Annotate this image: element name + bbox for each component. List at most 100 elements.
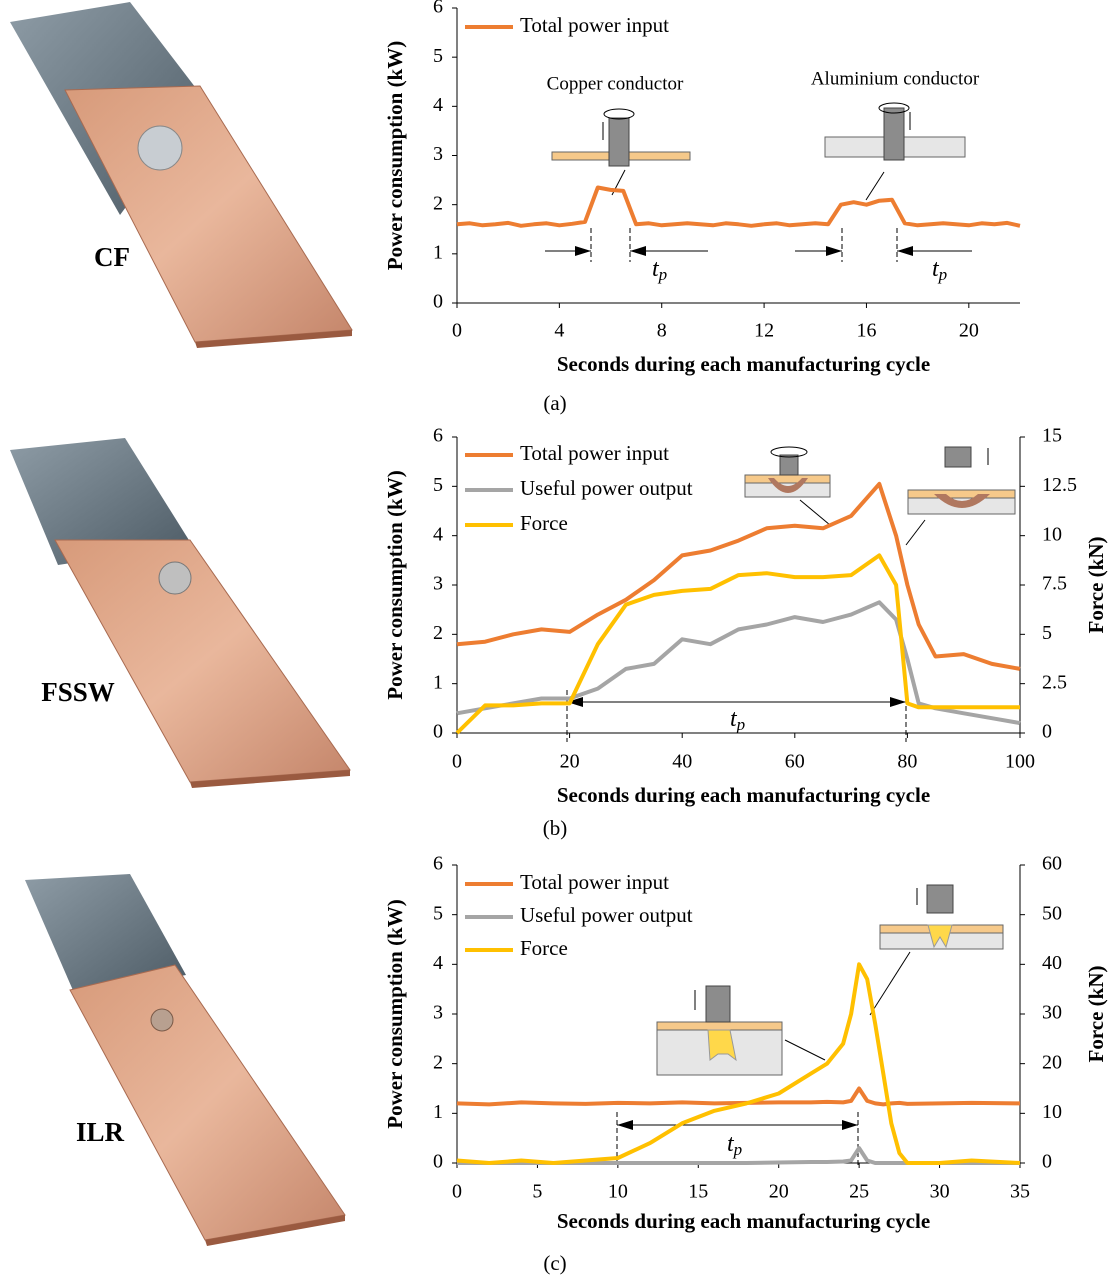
y-tick-label: 5 xyxy=(433,45,443,67)
x-tick-label: 16 xyxy=(856,320,876,342)
arrow-head xyxy=(890,697,906,707)
x-tick-label: 0 xyxy=(452,320,462,342)
tp-sub: p xyxy=(736,715,746,734)
inset-fssw-1 xyxy=(745,447,830,525)
photo-ilr: ILR xyxy=(25,874,345,1246)
inset-copper xyxy=(552,109,690,195)
y2-tick-label: 5 xyxy=(1042,622,1052,644)
x-axis-label: Seconds during each manufacturing cycle xyxy=(557,352,930,376)
caption: (b) xyxy=(543,816,568,840)
x-tick-label: 35 xyxy=(1010,1181,1030,1203)
series-line xyxy=(457,555,1020,733)
inset-aluminium xyxy=(825,103,965,200)
caption: (a) xyxy=(543,391,566,415)
arrow-head xyxy=(630,246,646,256)
tp-sub: p xyxy=(733,1140,743,1159)
y-tick-label: 4 xyxy=(433,94,443,116)
tp-label: tp xyxy=(727,1131,742,1159)
series-line xyxy=(457,1089,1020,1105)
x-tick-label: 8 xyxy=(657,320,667,342)
y2-tick-label: 10 xyxy=(1042,1101,1062,1123)
inset-ilr-1 xyxy=(657,986,825,1075)
legend-label: Useful power output xyxy=(520,903,693,927)
y-tick-label: 2 xyxy=(433,622,443,644)
y2-axis-label: Force (kN) xyxy=(1084,537,1108,634)
arrow-head xyxy=(842,1120,858,1130)
x-tick-label: 20 xyxy=(769,1181,789,1203)
x-axis-label: Seconds during each manufacturing cycle xyxy=(557,1209,930,1233)
y2-tick-label: 0 xyxy=(1042,1151,1052,1173)
tp-sub: p xyxy=(658,265,668,284)
x-tick-label: 80 xyxy=(897,751,917,773)
y2-tick-label: 60 xyxy=(1042,853,1062,875)
annotation: Copper conductor xyxy=(547,73,684,94)
y-tick-label: 3 xyxy=(433,1002,443,1024)
x-tick-label: 12 xyxy=(754,320,774,342)
tp-label: tp xyxy=(932,256,947,284)
photo-fssw: FSSW xyxy=(10,438,350,788)
photo-cf: CF xyxy=(10,2,352,348)
y2-axis-label: Force (kN) xyxy=(1084,966,1108,1063)
x-tick-label: 60 xyxy=(785,751,805,773)
x-tick-label: 20 xyxy=(959,320,979,342)
y-axis-label: Power consumption (kW) xyxy=(383,470,407,699)
y-tick-label: 3 xyxy=(433,143,443,165)
legend-label: Useful power output xyxy=(520,476,693,500)
y-tick-label: 0 xyxy=(433,721,443,743)
inset-ilr-2 xyxy=(870,885,1003,1015)
x-tick-label: 100 xyxy=(1005,751,1035,773)
photo-label: ILR xyxy=(76,1117,125,1147)
inset-fssw-2 xyxy=(906,447,1015,545)
y2-tick-label: 30 xyxy=(1042,1002,1062,1024)
y-tick-label: 5 xyxy=(433,474,443,496)
y2-tick-label: 20 xyxy=(1042,1051,1062,1073)
y2-tick-label: 50 xyxy=(1042,902,1062,924)
y-tick-label: 2 xyxy=(433,192,443,214)
caption: (c) xyxy=(543,1251,566,1275)
y-tick-label: 4 xyxy=(433,952,443,974)
y-tick-label: 3 xyxy=(433,573,443,595)
y2-tick-label: 12.5 xyxy=(1042,474,1077,496)
x-tick-label: 5 xyxy=(532,1181,542,1203)
y-tick-label: 5 xyxy=(433,902,443,924)
x-tick-label: 30 xyxy=(930,1181,950,1203)
legend-label: Force xyxy=(520,936,568,960)
x-tick-label: 15 xyxy=(688,1181,708,1203)
photo-label: FSSW xyxy=(41,677,115,707)
arrow-head xyxy=(897,246,913,256)
y-axis-label: Power consumption (kW) xyxy=(383,899,407,1128)
arrow-head xyxy=(575,246,591,256)
y-tick-label: 6 xyxy=(433,0,443,18)
y-tick-label: 0 xyxy=(433,1151,443,1173)
x-tick-label: 4 xyxy=(554,320,564,342)
figure: CF FSSW ILR Copper conductor Aluminium c… xyxy=(0,0,1113,1283)
y2-tick-label: 7.5 xyxy=(1042,573,1067,595)
y-tick-label: 6 xyxy=(433,853,443,875)
x-tick-label: 0 xyxy=(452,1181,462,1203)
photo-label: CF xyxy=(94,242,130,272)
page: {"chart_data":[ {"type":"line","photo_la… xyxy=(0,0,1113,1283)
x-tick-label: 10 xyxy=(608,1181,628,1203)
y-tick-label: 6 xyxy=(433,425,443,447)
series-line xyxy=(457,188,1020,226)
y-tick-label: 2 xyxy=(433,1051,443,1073)
y-tick-label: 4 xyxy=(433,523,443,545)
x-tick-label: 20 xyxy=(560,751,580,773)
y-tick-label: 0 xyxy=(433,291,443,313)
legend-label: Total power input xyxy=(520,13,669,37)
tp-label: tp xyxy=(730,706,745,734)
x-axis-label: Seconds during each manufacturing cycle xyxy=(557,783,930,807)
y2-tick-label: 10 xyxy=(1042,523,1062,545)
arrow-head xyxy=(617,1120,633,1130)
y-axis-label: Power consumption (kW) xyxy=(383,41,407,270)
legend-label: Total power input xyxy=(520,441,669,465)
tp-label: tp xyxy=(652,256,667,284)
y-tick-label: 1 xyxy=(433,1101,443,1123)
legend-label: Total power input xyxy=(520,870,669,894)
y2-tick-label: 40 xyxy=(1042,952,1062,974)
x-tick-label: 0 xyxy=(452,751,462,773)
y-tick-label: 1 xyxy=(433,241,443,263)
legend-label: Force xyxy=(520,511,568,535)
tp-sub: p xyxy=(938,265,948,284)
y2-tick-label: 2.5 xyxy=(1042,671,1067,693)
